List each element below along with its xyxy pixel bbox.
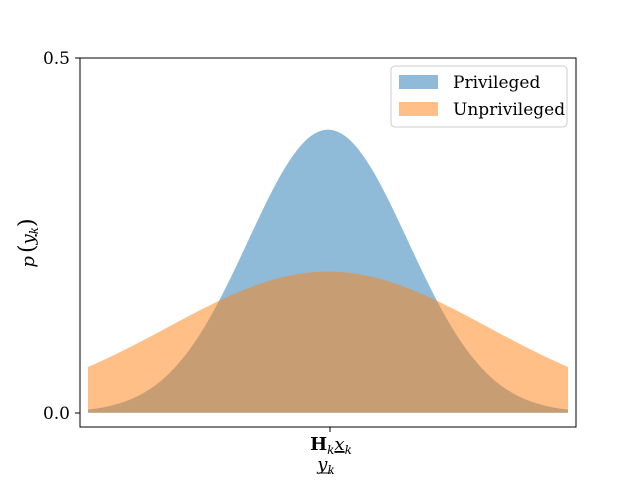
area-unprivileged <box>88 271 568 413</box>
legend-swatch-unprivileged <box>399 102 438 116</box>
plot-area <box>88 129 568 413</box>
svg-text:p(yk): p(yk) <box>15 218 41 267</box>
legend-swatch-privileged <box>399 75 438 89</box>
y-axis: 0.0 0.5 <box>43 49 80 424</box>
y-axis-label: p(yk) <box>15 218 41 267</box>
legend: Privileged Unprivileged <box>390 65 568 128</box>
y-tick-label-0: 0.0 <box>43 404 70 424</box>
x-tick-label: Hkxk <box>310 434 352 457</box>
legend-label-unprivileged: Unprivileged <box>453 100 565 120</box>
legend-label-privileged: Privileged <box>453 73 540 93</box>
x-axis: Hkxk yk <box>310 427 352 477</box>
y-tick-label-1: 0.5 <box>43 49 70 69</box>
x-axis-label: yk <box>316 454 334 477</box>
axes-frame <box>79 57 577 428</box>
